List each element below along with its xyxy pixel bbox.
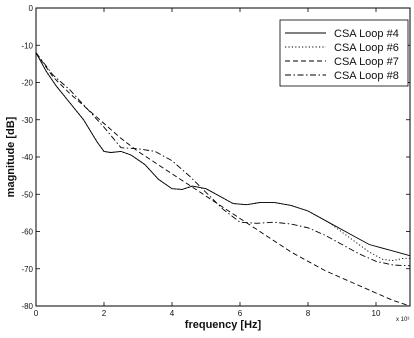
legend: CSA Loop #4 CSA Loop #6 CSA Loop #7 CSA Loo… [279, 19, 409, 87]
legend-label-2: CSA Loop #6 [334, 42, 399, 54]
legend-label-4: CSA Loop #8 [334, 70, 399, 82]
y-tick-label: -60 [21, 228, 33, 237]
y-tick-label: -20 [21, 79, 33, 88]
y-tick-label: 0 [29, 4, 34, 13]
x-tick-label: 0 [34, 309, 39, 318]
x-tick-label: 6 [238, 309, 243, 318]
x-tick-label: 10 [372, 309, 381, 318]
tick-labels: 0 2 4 6 8 10 0 -10 -20 -30 -40 -50 -60 -70 -80 [21, 4, 381, 318]
legend-label-1: CSA Loop #4 [334, 28, 399, 40]
x-tick-label: 4 [170, 309, 175, 318]
axis-ticks [35, 7, 410, 307]
x-axis-multiplier: x 10³ [396, 317, 409, 323]
legend-label-3: CSA Loop #7 [334, 56, 399, 68]
y-tick-label: -70 [21, 265, 33, 274]
y-tick-label: -50 [21, 190, 33, 199]
y-axis-label: magnitude [dB] [5, 116, 17, 197]
x-axis-label: frequency [Hz] [185, 319, 262, 331]
series-line-4 [35, 52, 411, 267]
x-tick-label: 8 [306, 309, 311, 318]
y-tick-label: -80 [21, 302, 33, 311]
series-lines [35, 52, 411, 307]
y-tick-label: -10 [21, 41, 33, 50]
y-tick-label: -40 [21, 153, 33, 162]
series-line-3 [35, 52, 411, 307]
y-tick-label: -30 [21, 116, 33, 125]
x-tick-label: 2 [102, 309, 107, 318]
